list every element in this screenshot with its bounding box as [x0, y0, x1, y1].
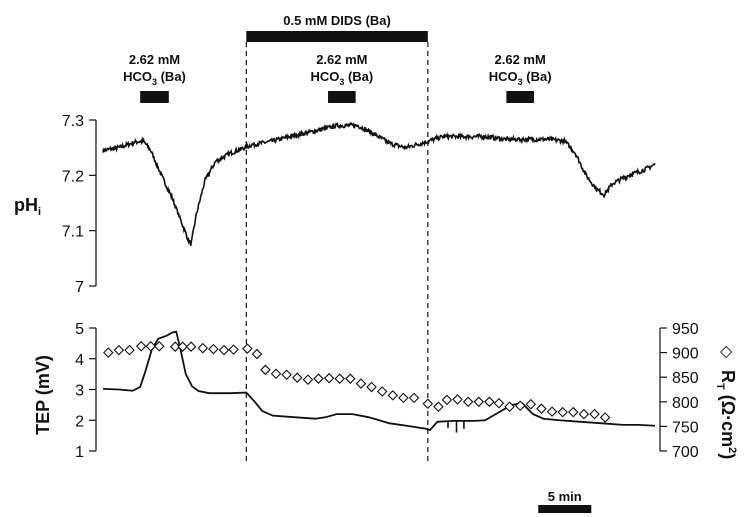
rt-point	[408, 392, 420, 404]
rt-point	[260, 364, 271, 376]
solution-bar-3: 2.62 mM HCO3 (Ba)	[489, 52, 552, 103]
rt-tick-label: 900	[672, 346, 699, 363]
solution-bar-label: HCO3 (Ba)	[489, 69, 552, 87]
rt-point	[251, 348, 263, 360]
rt-point	[504, 401, 515, 412]
rt-point	[422, 398, 434, 410]
rt-point	[197, 342, 209, 354]
solution-bars: 2.62 mM HCO3 (Ba) 2.62 mM HCO3 (Ba) 2.62 mM H…	[123, 52, 552, 103]
treatment-bar-label: 0.5 mM DIDS (Ba)	[283, 13, 391, 28]
scale-bar	[538, 505, 592, 513]
rt-point	[185, 341, 197, 352]
solution-bar-label: HCO3 (Ba)	[123, 69, 186, 87]
scale-bar-label: 5 min	[548, 489, 582, 504]
solution-bar-1: 2.62 mM HCO3 (Ba)	[123, 52, 186, 103]
rt-point	[103, 347, 114, 358]
rt-points	[103, 340, 611, 423]
solution-bar-label: HCO3 (Ba)	[310, 69, 373, 87]
rt-point	[398, 392, 409, 404]
rt-point	[536, 403, 547, 414]
rt-point	[473, 396, 485, 408]
rt-point	[578, 408, 590, 420]
rt-point	[589, 408, 600, 420]
ph-tick-label: 7	[75, 279, 84, 296]
ph-tick-label: 7.3	[62, 113, 84, 130]
rt-tick-label: 850	[672, 370, 699, 387]
rt-point	[291, 372, 303, 383]
tep-tick-label: 1	[75, 444, 84, 461]
ph-y-axis: 7 7.1 7.2 7.3	[62, 113, 97, 296]
rt-point	[433, 401, 444, 412]
tep-tick-label: 4	[75, 352, 84, 369]
rt-point	[302, 374, 314, 385]
tep-spikes	[447, 420, 465, 433]
rt-point	[546, 406, 558, 417]
rt-point	[124, 344, 135, 356]
solution-bar-mark	[140, 91, 169, 103]
rt-point	[135, 340, 147, 352]
rt-point	[599, 412, 611, 423]
rt-point	[484, 396, 495, 408]
ph-panel: 7 7.1 7.2 7.3 pHi	[14, 113, 656, 296]
rt-tick-label: 750	[672, 419, 699, 436]
tep-tick-label: 2	[75, 413, 84, 430]
solution-bar-label: 2.62 mM	[129, 52, 180, 67]
rt-point	[218, 344, 230, 356]
rt-point	[452, 394, 463, 405]
rt-point	[355, 378, 367, 389]
rt-point	[113, 344, 125, 356]
rt-point	[441, 394, 453, 406]
rt-point	[345, 373, 356, 384]
rt-point	[153, 340, 165, 352]
ph-tick-label: 7.2	[62, 168, 84, 185]
rt-point	[514, 400, 526, 412]
rt-point	[493, 397, 505, 409]
svg-text:RT (Ω·cm2): RT (Ω·cm2)	[714, 370, 738, 459]
rt-point	[228, 344, 239, 355]
rt-point	[169, 341, 181, 352]
rt-point	[145, 340, 157, 352]
ph-tick-label: 7.1	[62, 224, 84, 241]
rt-point	[323, 372, 335, 384]
rt-point	[313, 373, 324, 384]
solution-bar-2: 2.62 mM HCO3 (Ba)	[310, 52, 373, 103]
rt-point	[334, 373, 346, 384]
rt-point	[567, 406, 579, 418]
rt-point	[270, 368, 282, 380]
rt-legend-diamond-icon: ◇	[718, 346, 735, 359]
tep-trace-line	[102, 330, 656, 432]
rt-point	[177, 341, 188, 352]
rt-axis-title: ◇ RT (Ω·cm2)	[714, 346, 738, 459]
tep-axis-title: TEP (mV)	[33, 355, 53, 435]
tep-tick-label: 5	[75, 321, 84, 338]
dids-boundary-lines	[245, 42, 429, 464]
rt-point	[208, 343, 219, 355]
rt-point	[462, 396, 474, 408]
solution-bar-mark	[506, 91, 534, 103]
rt-point	[281, 369, 292, 381]
rt-point	[376, 386, 388, 397]
tep-panel: 1 2 3 4 5 TEP (mV) 700 750 800 850 900 950 ◇ RT (…	[33, 321, 738, 513]
rt-point	[366, 381, 377, 393]
tep-y-axis: 1 2 3 4 5	[75, 321, 97, 461]
ph-trace-line	[102, 121, 656, 246]
solution-bar-label: 2.62 mM	[495, 52, 546, 67]
rt-tick-label: 950	[672, 321, 699, 338]
rt-point	[387, 390, 399, 401]
treatment-bar-dids	[246, 31, 428, 42]
rt-point	[242, 343, 253, 354]
rt-point	[557, 406, 568, 418]
rt-tick-label: 700	[672, 444, 699, 461]
rt-tick-label: 800	[672, 395, 699, 412]
rt-y-axis: 700 750 800 850 900 950	[659, 321, 699, 461]
ph-axis-title: pHi	[14, 195, 41, 218]
tep-tick-label: 3	[75, 383, 84, 400]
solution-bar-mark	[328, 91, 356, 103]
solution-bar-label: 2.62 mM	[316, 52, 367, 67]
rt-point	[525, 398, 537, 410]
